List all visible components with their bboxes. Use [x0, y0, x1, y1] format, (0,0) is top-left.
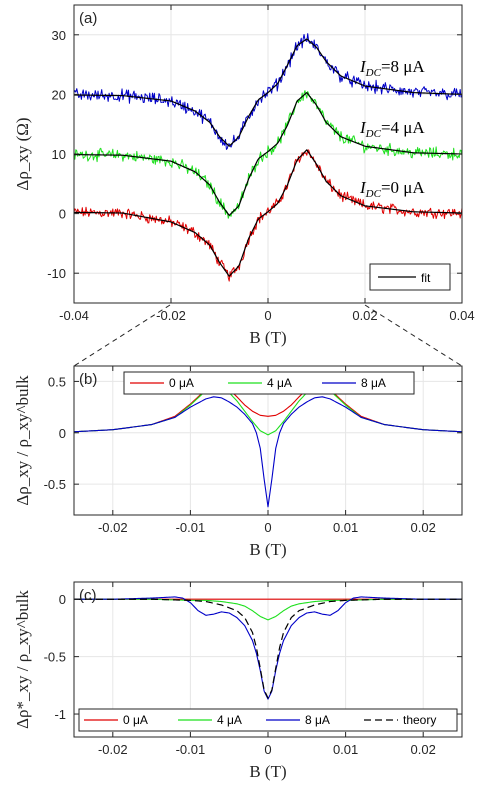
- x-tick-label: -0.01: [176, 520, 206, 535]
- annotation-value: =4 μA: [381, 118, 425, 137]
- legend: 0 μA 4 μA 8 μA theory: [78, 708, 458, 732]
- series-annotation: IDC=0 μA: [359, 178, 425, 200]
- x-tick-label: 0.02: [352, 308, 377, 323]
- theory-line: [74, 598, 462, 699]
- y-tick-label: 20: [52, 87, 66, 102]
- fit-line: [73, 92, 463, 216]
- x-tick-label: 0: [264, 308, 271, 323]
- data-trace: [73, 149, 463, 282]
- x-axis-label: B (T): [249, 328, 286, 347]
- x-tick-label: 0: [264, 742, 271, 757]
- legend-label: 8 μA: [361, 376, 386, 390]
- series-annotation: IDC=4 μA: [359, 118, 425, 140]
- x-axis-label: B (T): [249, 540, 286, 559]
- panel-b: -0.02 -0.01 0 0.01 0.02 -0.5 0 0.5 (b) B (T) Δρ_xy…: [13, 365, 463, 559]
- annotation-subscript: DC: [365, 67, 382, 79]
- legend-label: 8 μA: [305, 713, 330, 727]
- y-tick-label: -1: [54, 707, 66, 722]
- y-axis-label: Δρ*_xy / ρ_xy^bulk: [13, 590, 32, 729]
- y-tick-label: -10: [47, 266, 66, 281]
- x-tick-label: -0.01: [176, 742, 206, 757]
- annotation-value: =0 μA: [381, 178, 425, 197]
- x-axis-label: B (T): [249, 762, 286, 781]
- fit-line: [73, 38, 463, 147]
- panel-a: -0.04 -0.02 0 0.02 0.04 -10 0 10 20 30 (a) B (T) Δρ_…: [13, 4, 475, 347]
- y-axis-label: Δρ_xy (Ω): [13, 117, 32, 190]
- annotation-symbol: I: [359, 178, 367, 197]
- y-axis-label: Δρ_xy / ρ_xy^bulk: [13, 375, 32, 506]
- annotation-value: =8 μA: [381, 57, 425, 76]
- x-tick-label: -0.04: [59, 308, 89, 323]
- zoom-connectors: [73, 304, 463, 367]
- x-tick-label: 0.01: [333, 520, 358, 535]
- y-tick-label: 0.5: [48, 374, 66, 389]
- panel-label: (a): [79, 10, 97, 27]
- y-tick-label: -0.5: [44, 477, 66, 492]
- panel-label: (b): [79, 371, 97, 388]
- legend: fit: [369, 263, 451, 291]
- x-tick-label: -0.02: [98, 742, 128, 757]
- legend-box: [123, 371, 415, 395]
- panel-c: -0.02 -0.01 0 0.01 0.02 -1 -0.5 0 (c) B (T) Δρ*_xy…: [13, 581, 463, 781]
- annotation-symbol: I: [359, 57, 367, 76]
- series-line: [73, 396, 463, 508]
- legend-label: theory: [403, 713, 436, 727]
- x-tick-label: -0.02: [98, 520, 128, 535]
- annotation-symbol: I: [359, 118, 367, 137]
- series-line: [74, 596, 462, 700]
- zoom-connector-left: [73, 304, 171, 367]
- x-tick-label: 0.02: [411, 742, 436, 757]
- legend-label: 0 μA: [123, 713, 148, 727]
- y-tick-label: 30: [52, 28, 66, 43]
- x-tick-label: 0.04: [449, 308, 474, 323]
- y-tick-label: 10: [52, 147, 66, 162]
- legend-label: 0 μA: [169, 376, 194, 390]
- series-annotation: IDC=8 μA: [359, 57, 425, 79]
- legend: 0 μA 4 μA 8 μA: [123, 371, 415, 395]
- y-tick-label: 0: [59, 592, 66, 607]
- x-tick-label: 0.01: [333, 742, 358, 757]
- y-tick-label: 0: [59, 426, 66, 441]
- legend-label: 4 μA: [267, 376, 292, 390]
- fit-line: [73, 149, 463, 277]
- legend-fit-label: fit: [421, 271, 431, 285]
- y-tick-label: -0.5: [44, 650, 66, 665]
- panel-label: (c): [79, 587, 97, 604]
- y-tick-label: 0: [59, 207, 66, 222]
- x-tick-label: -0.02: [156, 308, 186, 323]
- annotation-subscript: DC: [365, 128, 382, 140]
- legend-label: 4 μA: [217, 713, 242, 727]
- annotation-subscript: DC: [365, 188, 382, 200]
- x-tick-label: 0: [264, 520, 271, 535]
- zoom-connector-right: [364, 304, 463, 367]
- x-tick-label: 0.02: [411, 520, 436, 535]
